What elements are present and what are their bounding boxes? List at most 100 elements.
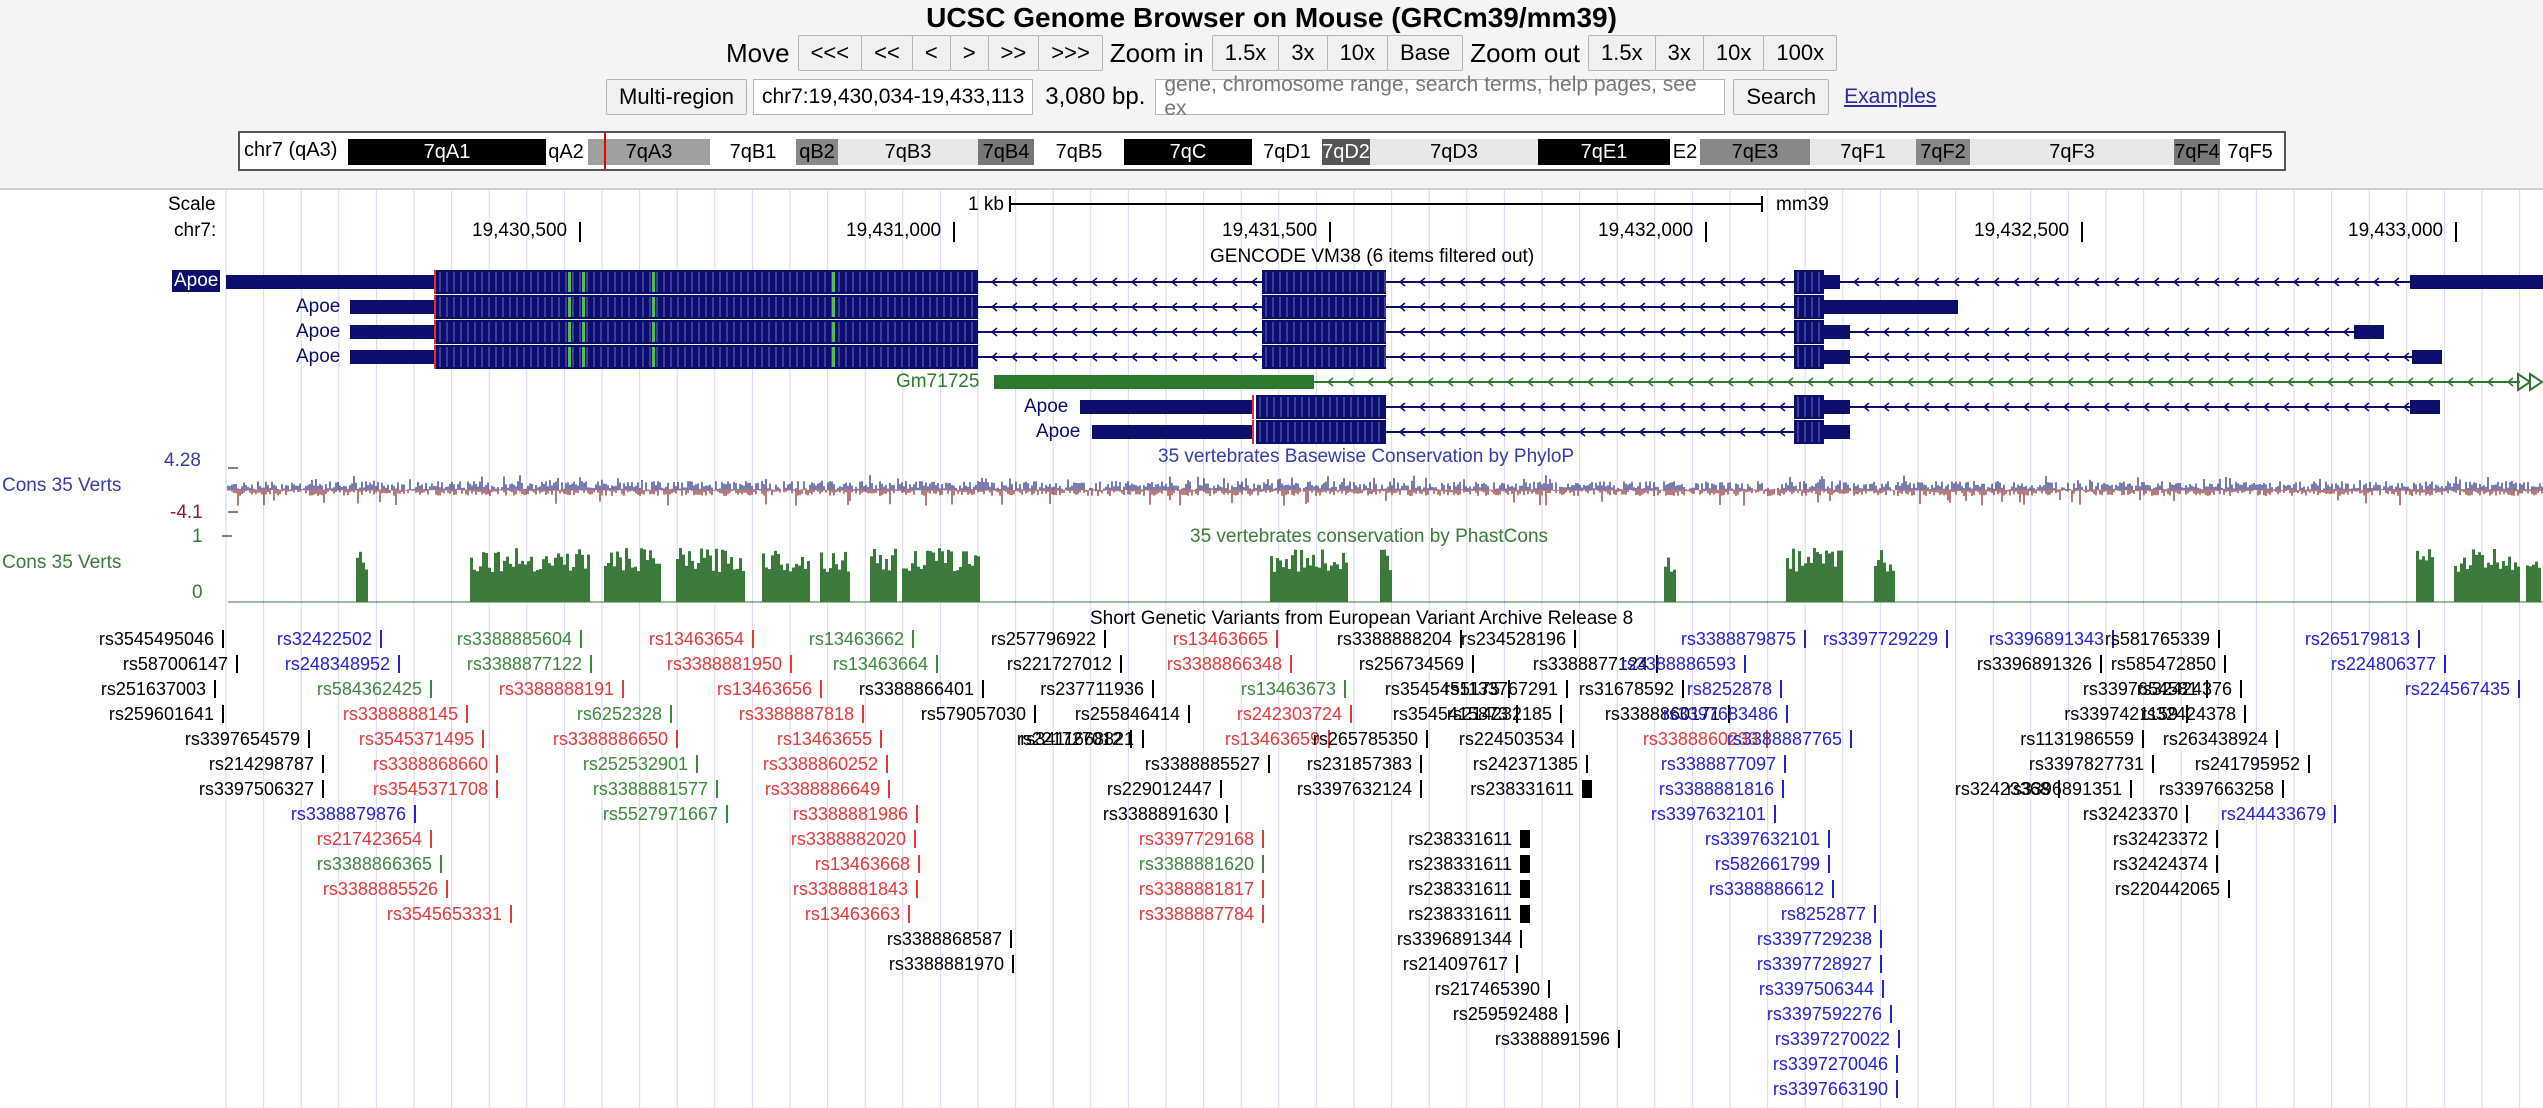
variant-tick[interactable] <box>1946 630 1948 648</box>
variant-tick[interactable] <box>1774 805 1776 823</box>
variant-label[interactable]: rs3545371708 <box>372 779 488 799</box>
variant-label[interactable]: rs3388886650 <box>552 729 668 749</box>
variant-tick[interactable] <box>912 630 914 648</box>
variant-label[interactable]: rs3397683486 <box>1662 704 1778 724</box>
variant-label[interactable]: rs32422502 <box>276 629 372 649</box>
variant-tick[interactable] <box>2228 880 2230 898</box>
variant-tick[interactable] <box>1520 855 1530 873</box>
variant-tick[interactable] <box>590 655 592 673</box>
variant-label[interactable]: rs3388866348 <box>1166 654 1282 674</box>
variant-label[interactable]: rs1131986559 <box>2020 729 2134 749</box>
variant-label[interactable]: rs13463662 <box>808 629 904 649</box>
variant-label[interactable]: rs584362425 <box>316 679 422 699</box>
variant-tick[interactable] <box>1882 980 1884 998</box>
variant-tick[interactable] <box>1898 1030 1900 1048</box>
variant-tick[interactable] <box>1586 755 1588 773</box>
variant-tick[interactable] <box>580 630 582 648</box>
zoom_in-button[interactable]: 3x <box>1278 35 1328 71</box>
variant-tick[interactable] <box>2100 655 2102 673</box>
variant-tick[interactable] <box>1656 655 1658 673</box>
variant-label[interactable]: rs3388868587 <box>886 929 1002 949</box>
variant-label[interactable]: rs13463655 <box>776 729 872 749</box>
variant-tick[interactable] <box>1220 780 1222 798</box>
variant-label[interactable]: rs582661799 <box>1714 854 1820 874</box>
variant-label[interactable]: rs32423368 <box>1954 779 2050 799</box>
variant-tick[interactable] <box>2418 630 2420 648</box>
variant-tick[interactable] <box>496 780 498 798</box>
variant-tick[interactable] <box>716 780 718 798</box>
variant-tick[interactable] <box>1744 655 1746 673</box>
move-button[interactable]: > <box>949 35 989 71</box>
variant-label[interactable]: rs242371385 <box>1472 754 1578 774</box>
variant-label[interactable]: rs6252328 <box>576 704 662 724</box>
variant-tick[interactable] <box>1472 655 1474 673</box>
variant-label[interactable]: rs3397663258 <box>2158 779 2274 799</box>
variant-label[interactable]: rs3388877124 <box>1532 654 1648 674</box>
variant-tick[interactable] <box>1566 1005 1568 1023</box>
variant-tick[interactable] <box>1880 930 1882 948</box>
ideogram-band[interactable]: 7qB1 <box>710 139 796 165</box>
variant-tick[interactable] <box>2518 680 2520 698</box>
variant-tick[interactable] <box>446 880 448 898</box>
phastcons-track-label[interactable]: Cons 35 Verts <box>2 552 122 573</box>
variant-tick[interactable] <box>2282 780 2284 798</box>
variant-label[interactable]: rs265179813 <box>2304 629 2410 649</box>
variant-tick[interactable] <box>752 630 754 648</box>
variant-tick[interactable] <box>2112 630 2114 648</box>
variant-tick[interactable] <box>1548 980 1550 998</box>
variant-tick[interactable] <box>1850 730 1852 748</box>
variant-label[interactable]: rs241795952 <box>2194 754 2300 774</box>
phylop-track-label[interactable]: Cons 35 Verts <box>2 475 122 496</box>
variant-tick[interactable] <box>1290 655 1292 673</box>
variant-tick[interactable] <box>1582 780 1592 798</box>
variant-label[interactable]: rs13463668 <box>814 854 910 874</box>
variant-tick[interactable] <box>2152 755 2154 773</box>
variant-label[interactable]: rs3396891351 <box>2006 779 2122 799</box>
variant-tick[interactable] <box>1520 930 1522 948</box>
variant-label[interactable]: rs1133767291 <box>1444 679 1558 699</box>
variant-tick[interactable] <box>1520 905 1530 923</box>
variant-tick[interactable] <box>1262 830 1264 848</box>
variant-tick[interactable] <box>726 805 728 823</box>
variant-tick[interactable] <box>2276 730 2278 748</box>
variant-tick[interactable] <box>1268 755 1270 773</box>
variant-label[interactable]: rs255846414 <box>1074 704 1180 724</box>
variant-tick[interactable] <box>1034 705 1036 723</box>
variant-label[interactable]: rs214097617 <box>1402 954 1508 974</box>
variant-label[interactable]: rs3388877097 <box>1660 754 1776 774</box>
variant-label[interactable]: rs238331611 <box>1408 904 1512 924</box>
variant-label[interactable]: rs3397632101 <box>1704 829 1820 849</box>
variant-tick[interactable] <box>1012 955 1014 973</box>
variant-label[interactable]: rs3397270022 <box>1774 1029 1890 1049</box>
variant-tick[interactable] <box>322 755 324 773</box>
variant-tick[interactable] <box>2206 680 2208 698</box>
variant-tick[interactable] <box>1420 780 1422 798</box>
variant-label[interactable]: rs3388888191 <box>498 679 614 699</box>
variant-label[interactable]: rs263438924 <box>2162 729 2268 749</box>
variant-tick[interactable] <box>380 630 382 648</box>
variant-tick[interactable] <box>1520 880 1530 898</box>
variant-tick[interactable] <box>1896 1080 1898 1098</box>
position-display[interactable]: chr7:19,430,034-19,433,113 <box>752 79 1034 115</box>
variant-label[interactable]: rs252532901 <box>582 754 688 774</box>
variant-tick[interactable] <box>916 880 918 898</box>
variant-label[interactable]: rs3397729168 <box>1138 829 1254 849</box>
variant-label[interactable]: rs256734569 <box>1358 654 1464 674</box>
variant-tick[interactable] <box>1508 680 1510 698</box>
variant-tick[interactable] <box>1728 705 1730 723</box>
variant-label[interactable]: rs3397632124 <box>1296 779 1412 799</box>
variant-label[interactable]: rs251637003 <box>100 679 206 699</box>
gene-label-apoe[interactable]: Apoe <box>1036 421 1081 442</box>
variant-tick[interactable] <box>2142 730 2144 748</box>
ideogram-band[interactable]: 7qE1 <box>1538 139 1670 165</box>
variant-tick[interactable] <box>670 705 672 723</box>
variant-label[interactable]: rs3397654579 <box>184 729 300 749</box>
variant-label[interactable]: rs3397827731 <box>2028 754 2144 774</box>
variant-label[interactable]: rs3397729229 <box>1822 629 1938 649</box>
variant-label[interactable]: rs3397728927 <box>1756 954 1872 974</box>
variant-label[interactable]: rs32424374 <box>2112 854 2208 874</box>
variant-tick[interactable] <box>222 630 224 648</box>
variant-tick[interactable] <box>820 680 822 698</box>
variant-tick[interactable] <box>2186 705 2188 723</box>
variant-tick[interactable] <box>1784 755 1786 773</box>
